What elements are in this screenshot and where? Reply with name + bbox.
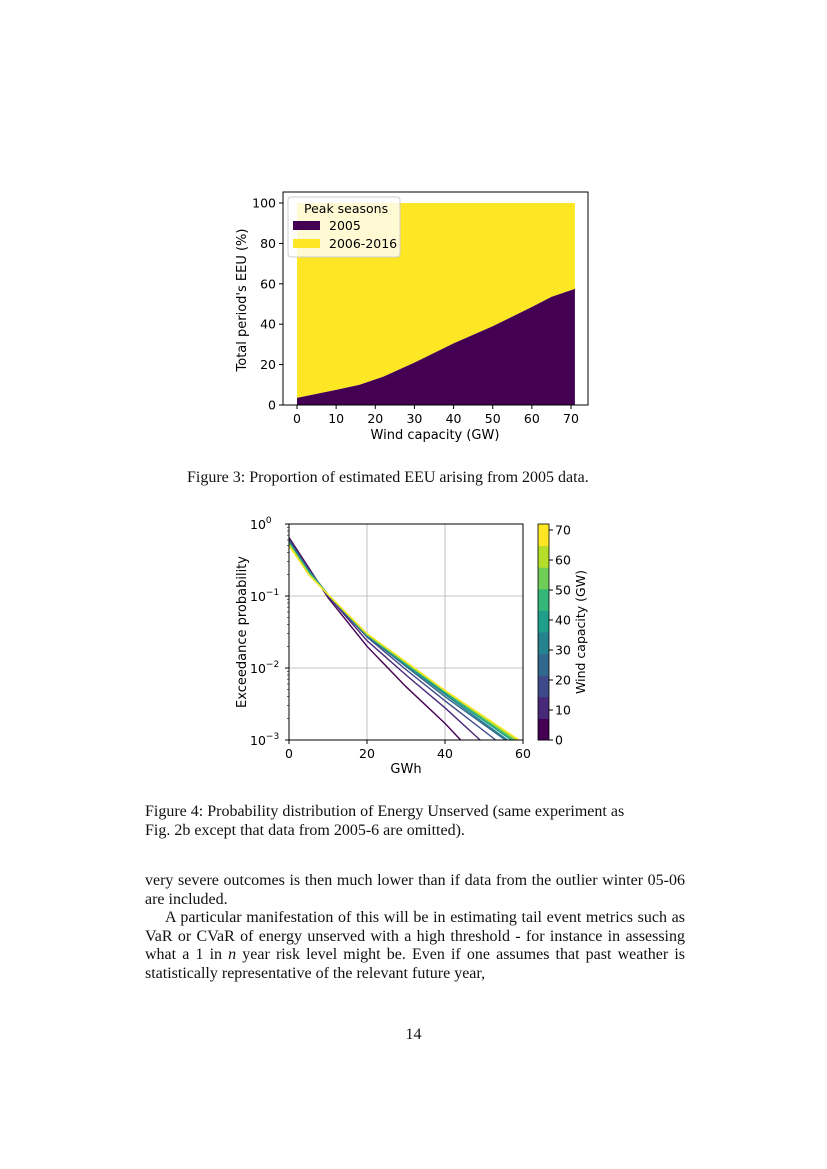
plot-lines (288, 537, 520, 741)
y-tick-label: 20 (260, 357, 276, 372)
y-tick-label: 100 (250, 516, 272, 532)
line-wind-8gw (288, 538, 481, 741)
grid (289, 524, 523, 740)
legend-label-2006-2016: 2006-2016 (329, 236, 397, 251)
line-wind-72gw (288, 545, 520, 741)
page-number: 14 (405, 1026, 422, 1043)
colorbar-frame (537, 523, 550, 741)
x-tick-label: 60 (524, 411, 540, 426)
colorbar-band (538, 524, 549, 547)
colorbar-tick-label: 50 (555, 583, 571, 598)
legend-label-2005: 2005 (329, 218, 361, 233)
line-wind-48gw (288, 542, 514, 741)
colorbar-band (538, 588, 549, 611)
colorbar: 0 10 20 30 40 50 60 70 (537, 523, 571, 748)
figure-3-caption: Figure 3: Proportion of estimated EEU ar… (187, 469, 589, 486)
x-tick-label: 20 (367, 411, 383, 426)
figure-3-chart: 0 10 20 30 40 50 60 70 0 20 40 60 80 100 Wind capacit… (235, 191, 589, 443)
body-paragraph-2: A particular manifestation of this will … (145, 909, 685, 983)
x-tick-label: 0 (293, 411, 301, 426)
colorbar-band (538, 610, 549, 633)
x-tick-label: 60 (515, 746, 531, 761)
colorbar-band (538, 675, 549, 698)
x-tick-label: 40 (437, 746, 453, 761)
x-axis-label: Wind capacity (GW) (371, 428, 500, 443)
x-tick-label: 30 (406, 411, 422, 426)
text: A particular manifestation of this will … (145, 909, 685, 963)
variable-n: n (228, 946, 237, 963)
colorbar-tick-label: 20 (555, 673, 571, 688)
caption-line-1: Figure 4: Probability distribution of En… (145, 803, 625, 820)
x-tick-label: 0 (285, 746, 293, 761)
y-tick-label: 10−1 (250, 588, 279, 604)
axes-frame (288, 523, 524, 741)
line-wind-64gw (288, 544, 518, 741)
legend-swatch-2005 (293, 221, 320, 230)
x-tick-label: 40 (446, 411, 462, 426)
line-wind-40gw (288, 542, 512, 741)
axis-ticks: 0 10 20 30 40 50 60 70 0 20 40 60 80 100 (252, 196, 579, 427)
text: year risk level might be. Even if one as… (145, 946, 685, 982)
colorbar-band (538, 567, 549, 590)
legend-swatch-2006-2016 (293, 239, 320, 248)
x-tick-label: 50 (485, 411, 501, 426)
colorbar-tick-label: 10 (555, 703, 571, 718)
colorbar-tick-label: 70 (555, 523, 571, 538)
caption-line-2: Fig. 2b except that data from 2005-6 are… (145, 822, 465, 839)
colorbar-tick-label: 30 (555, 643, 571, 658)
body-paragraph-1: very severe outcomes is then much lower … (145, 872, 685, 908)
colorbar-tick-label: 40 (555, 613, 571, 628)
area-2005 (297, 288, 575, 405)
y-tick-label: 80 (260, 236, 276, 251)
x-tick-label: 10 (328, 411, 344, 426)
y-tick-label: 0 (268, 398, 276, 413)
axes-frame (282, 191, 589, 406)
colorbar-band (538, 718, 549, 741)
y-tick-label: 40 (260, 317, 276, 332)
y-axis-label: Total period's EEU (%) (235, 229, 250, 373)
colorbar-band (538, 653, 549, 676)
y-tick-label: 60 (260, 276, 276, 291)
line-wind-0gw (288, 537, 462, 741)
legend-title: Peak seasons (304, 201, 388, 216)
y-tick-label: 10−3 (250, 732, 279, 748)
x-tick-label: 70 (563, 411, 579, 426)
colorbar-band (538, 696, 549, 719)
x-axis-label: GWh (390, 762, 421, 777)
y-axis-label: Exceedance probability (235, 556, 250, 708)
y-tick-label: 10−2 (250, 660, 279, 676)
legend: Peak seasons 2005 2006-2016 (287, 196, 401, 258)
figure-4-caption: Figure 4: Probability distribution of En… (145, 802, 685, 840)
axis-ticks: 0 20 40 60 100 10−1 10−2 10−3 (250, 516, 531, 761)
colorbar-tick-label: 0 (555, 733, 563, 748)
colorbar-label: Wind capacity (GW) (573, 570, 588, 694)
colorbar-band (538, 545, 549, 568)
line-wind-56gw (288, 543, 516, 741)
x-tick-label: 20 (359, 746, 375, 761)
colorbar-tick-label: 60 (555, 553, 571, 568)
y-tick-label: 100 (252, 196, 276, 211)
colorbar-band (538, 632, 549, 655)
